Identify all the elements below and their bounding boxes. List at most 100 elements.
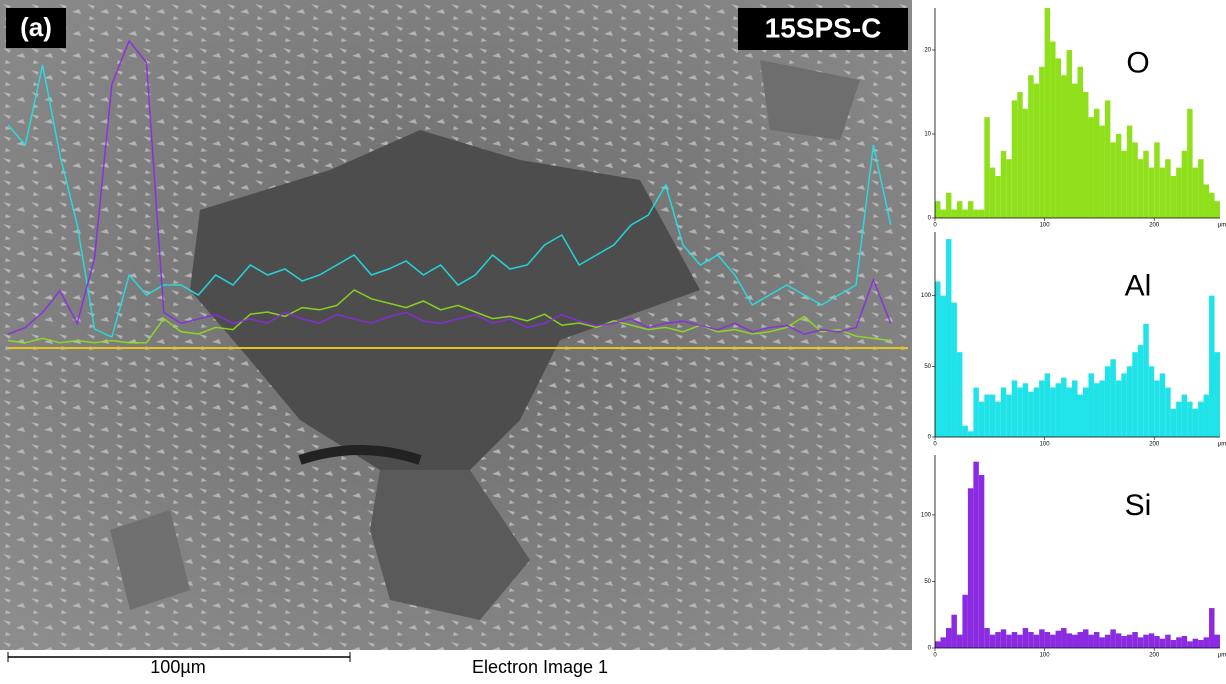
line-scan-overlay: [7, 39, 892, 344]
bar: [1203, 637, 1210, 648]
panel-label: (a): [20, 12, 52, 42]
bar: [1006, 634, 1012, 648]
bar: [1099, 637, 1105, 648]
bar: [1066, 50, 1073, 218]
bar: [1022, 108, 1029, 218]
bar: [989, 634, 996, 648]
y-tick-label: 10: [924, 132, 931, 138]
bar: [945, 192, 952, 218]
bar: [1143, 634, 1149, 648]
bar: [1055, 383, 1062, 437]
y-tick-label: 100: [921, 293, 932, 299]
bar: [1082, 92, 1089, 218]
bar: [1017, 92, 1023, 218]
bar: [1115, 134, 1122, 218]
bar: [1000, 387, 1007, 437]
bar: [1006, 159, 1012, 218]
bar: [1198, 401, 1204, 437]
y-tick-label: 0: [928, 216, 932, 222]
bar: [1165, 159, 1171, 218]
bar: [1132, 352, 1138, 437]
bar: [1028, 632, 1034, 648]
bar: [1198, 159, 1204, 218]
x-tick-label: 0: [933, 223, 937, 229]
bar: [1072, 380, 1078, 437]
bar: [1137, 159, 1144, 218]
label-box: [6, 8, 66, 48]
sem-image: [0, 0, 912, 650]
x-axis-label: µm: [1218, 223, 1226, 229]
bar: [1214, 634, 1220, 648]
bar: [1203, 184, 1210, 218]
bar: [995, 632, 1001, 648]
x-tick-label: 100: [1040, 442, 1051, 448]
bar: [1088, 634, 1094, 648]
bar: [1181, 636, 1188, 648]
bar: [978, 209, 985, 218]
bar: [1110, 359, 1116, 437]
bar: [995, 401, 1001, 437]
bar: [995, 176, 1001, 218]
bar: [1066, 387, 1073, 437]
bar: [945, 628, 952, 648]
bar: [956, 201, 963, 218]
bar: [1181, 150, 1188, 218]
y-tick-label: 0: [928, 646, 932, 652]
bar: [951, 614, 957, 648]
x-tick-label: 200: [1149, 223, 1160, 229]
bar: [1187, 401, 1193, 437]
bar: [1099, 125, 1105, 218]
bar: [1170, 408, 1177, 437]
element-label: Al: [1125, 269, 1152, 302]
bar: [1022, 383, 1029, 437]
bar: [1192, 167, 1199, 218]
bar: [1033, 83, 1040, 218]
y-tick-label: 20: [924, 48, 931, 54]
bar: [1181, 394, 1188, 437]
bar: [1039, 380, 1045, 437]
bar: [951, 209, 957, 218]
bar: [935, 281, 941, 437]
bar: [956, 352, 963, 437]
bar: [1006, 394, 1012, 437]
image-caption: Electron Image 1: [472, 657, 608, 677]
bar: [1214, 201, 1220, 218]
bar: [940, 209, 946, 218]
bar: [1044, 632, 1051, 648]
bar: [1050, 41, 1056, 218]
bar: [973, 387, 979, 437]
bar: [1115, 380, 1122, 437]
bar: [1011, 632, 1018, 648]
bar: [1209, 192, 1215, 218]
bar: [951, 302, 957, 437]
bar: [1104, 366, 1111, 437]
bar: [1192, 408, 1199, 437]
bar: [1198, 640, 1204, 648]
bar: [967, 201, 974, 218]
bar: [1028, 75, 1034, 218]
x-tick-label: 200: [1149, 442, 1160, 448]
bar: [940, 295, 946, 437]
bar: [1137, 637, 1144, 648]
bar: [1000, 150, 1007, 218]
bar: [956, 634, 963, 648]
bar: [1082, 629, 1089, 648]
bar: [1187, 641, 1193, 648]
bar: [1132, 142, 1138, 218]
bar: [1115, 633, 1122, 648]
x-tick-label: 100: [1040, 223, 1051, 229]
bar: [967, 488, 974, 648]
bar: [1072, 83, 1078, 218]
bar: [945, 239, 952, 437]
bar: [1148, 366, 1155, 437]
element-label: Si: [1125, 489, 1152, 522]
bar: [1093, 108, 1100, 218]
bar: [1148, 167, 1155, 218]
bar: [1000, 629, 1007, 648]
bar: [1066, 633, 1073, 648]
x-axis-label: µm: [1218, 442, 1226, 448]
bar: [1209, 608, 1215, 648]
bar: [1077, 632, 1083, 648]
